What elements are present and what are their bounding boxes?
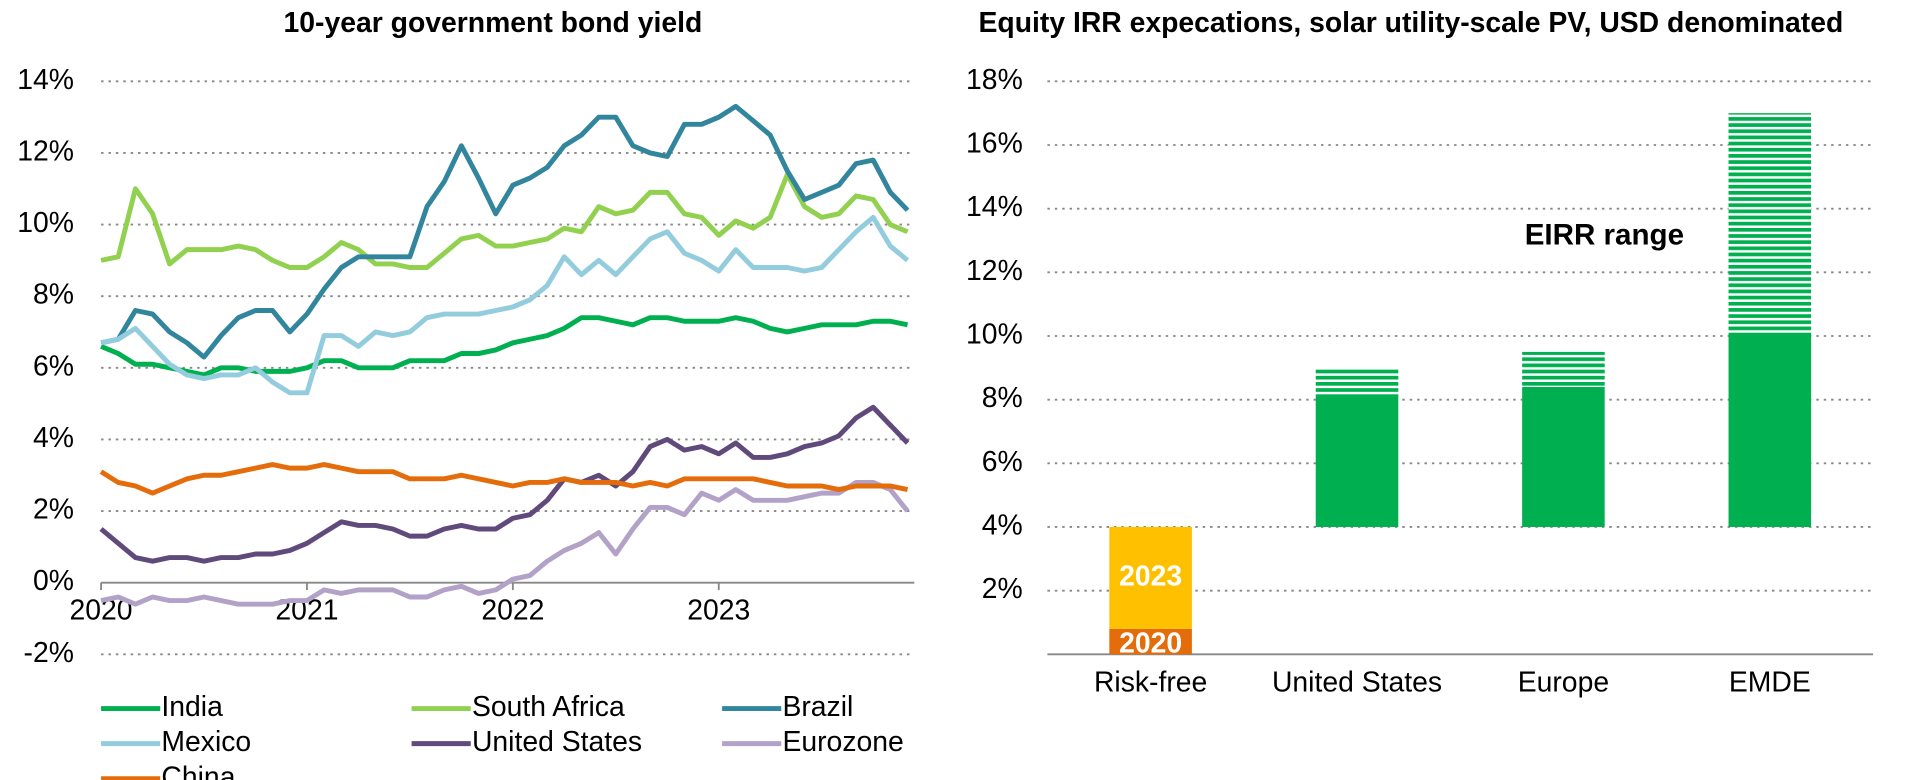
y-tick-label: 4% bbox=[33, 422, 74, 454]
bar-segment bbox=[1109, 628, 1192, 655]
series-line bbox=[100, 172, 909, 270]
y-tick-label: 6% bbox=[33, 350, 74, 382]
series-line bbox=[100, 315, 909, 378]
range-top bbox=[1315, 367, 1399, 397]
segment-label: 2023 bbox=[1119, 560, 1182, 592]
y-tick-label: 0% bbox=[33, 565, 74, 597]
x-tick-label: EMDE bbox=[1729, 666, 1811, 698]
y-tick-label: 8% bbox=[982, 382, 1023, 414]
series-line bbox=[99, 404, 910, 564]
x-tick-label: Europe bbox=[1518, 666, 1609, 698]
legend-label: South Africa bbox=[472, 691, 625, 723]
legend-label: India bbox=[161, 691, 223, 723]
legend-label: Eurozone bbox=[782, 726, 903, 758]
y-tick-label: 6% bbox=[982, 446, 1023, 478]
y-tick-label: 12% bbox=[966, 255, 1023, 287]
x-tick-label: United States bbox=[1272, 666, 1442, 698]
y-tick-label: 14% bbox=[17, 64, 74, 96]
y-tick-label: 14% bbox=[966, 191, 1023, 223]
y-tick-label: 8% bbox=[33, 279, 74, 311]
range-top bbox=[1728, 113, 1812, 336]
x-tick-label: Risk-free bbox=[1094, 666, 1207, 698]
x-tick-label: 2022 bbox=[481, 595, 544, 627]
segment-label: 2020 bbox=[1119, 627, 1182, 659]
y-tick-label: 18% bbox=[966, 64, 1023, 96]
range-base bbox=[1728, 335, 1812, 527]
series-line bbox=[100, 103, 910, 360]
annotation: EIRR range bbox=[1525, 218, 1684, 251]
range-base bbox=[1315, 396, 1399, 527]
y-tick-label: 2% bbox=[33, 494, 74, 526]
y-tick-label: -2% bbox=[24, 637, 74, 669]
range-base bbox=[1522, 386, 1605, 527]
y-tick-label: 2% bbox=[982, 573, 1023, 605]
x-tick-label: 2023 bbox=[687, 595, 750, 627]
series-line bbox=[100, 214, 910, 396]
legend-label: United States bbox=[472, 726, 642, 758]
y-tick-label: 4% bbox=[982, 509, 1023, 541]
legend-label: Mexico bbox=[161, 726, 251, 758]
bar-segment bbox=[1109, 526, 1192, 629]
series-line bbox=[100, 479, 910, 607]
y-tick-label: 10% bbox=[17, 207, 74, 239]
chart-title: 10-year government bond yield bbox=[284, 7, 703, 39]
chart-title: Equity IRR expecations, solar utility-sc… bbox=[979, 7, 1844, 39]
y-tick-label: 12% bbox=[17, 135, 74, 167]
legend-label: China bbox=[161, 761, 235, 780]
y-tick-label: 10% bbox=[966, 318, 1023, 350]
series-line bbox=[99, 462, 909, 496]
legend-label: Brazil bbox=[782, 691, 853, 723]
y-tick-label: 16% bbox=[966, 127, 1023, 159]
range-top bbox=[1522, 351, 1605, 387]
